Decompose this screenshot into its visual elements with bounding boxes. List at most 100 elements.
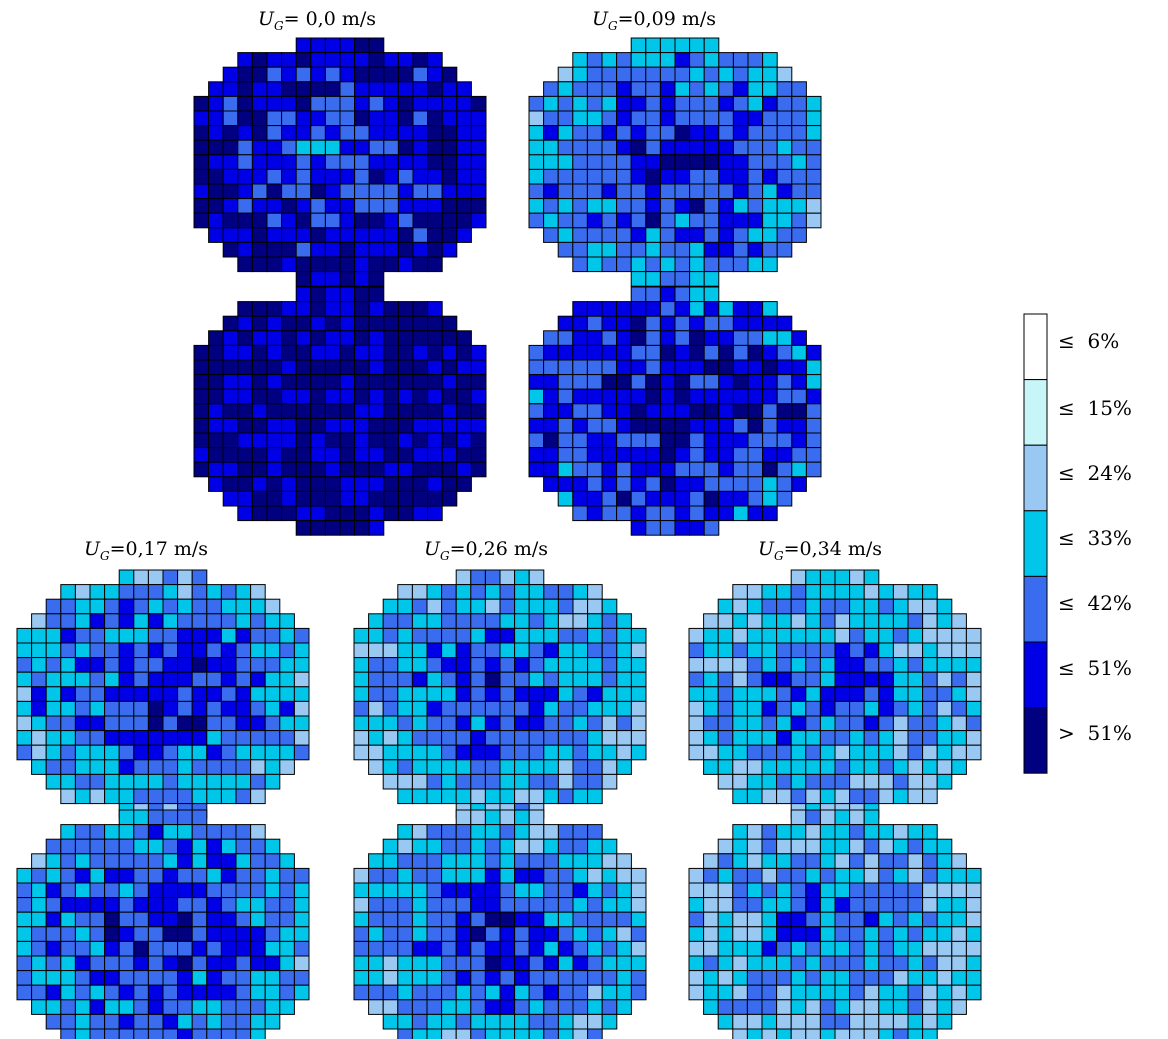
grid-cell	[630, 642, 647, 659]
grid-cell	[732, 490, 749, 507]
grid-cell	[412, 330, 429, 346]
grid-cell	[45, 642, 62, 659]
grid-cell	[339, 432, 356, 449]
grid-cell	[805, 773, 821, 790]
grid-cell	[630, 867, 647, 884]
grid-cell	[718, 183, 734, 200]
grid-cell	[732, 183, 749, 200]
grid-cell	[616, 256, 632, 273]
grid-cell	[310, 110, 326, 127]
grid-cell	[250, 999, 266, 1015]
grid-cell	[250, 1028, 266, 1039]
grid-cell	[250, 955, 266, 972]
grid-cell	[528, 598, 545, 615]
grid-cell	[557, 788, 574, 805]
grid-cell	[936, 642, 953, 659]
grid-cell	[484, 882, 501, 899]
grid-cell	[703, 911, 719, 928]
grid-cell	[776, 759, 792, 775]
grid-cell	[587, 1028, 603, 1039]
grid-cell	[689, 388, 705, 405]
grid-cell	[601, 759, 618, 775]
grid-cell	[703, 125, 720, 141]
grid-cell	[732, 81, 749, 97]
grid-cell	[718, 110, 734, 127]
grid-cell	[279, 911, 295, 928]
grid-cell	[235, 984, 252, 1001]
grid-cell	[805, 627, 821, 644]
grid-cell	[776, 432, 793, 449]
grid-cell	[104, 911, 120, 928]
grid-cell	[426, 940, 443, 957]
grid-cell	[616, 198, 632, 214]
grid-cell	[383, 330, 399, 346]
grid-cell	[118, 970, 135, 986]
grid-cell	[426, 730, 443, 746]
grid-cell	[354, 256, 370, 273]
grid-cell	[630, 911, 647, 928]
grid-cell	[630, 730, 647, 746]
grid-cell	[703, 417, 720, 434]
grid-cell	[470, 773, 486, 790]
grid-cell	[528, 1013, 545, 1030]
grid-cell	[572, 773, 589, 790]
grid-cell	[397, 838, 413, 855]
grid-cell	[543, 1028, 559, 1039]
grid-cell	[499, 955, 516, 972]
grid-cell	[456, 374, 472, 390]
grid-cell	[470, 125, 487, 141]
grid-cell	[441, 374, 458, 390]
grid-cell	[732, 505, 749, 522]
grid-cell	[965, 882, 982, 899]
grid-cell	[616, 940, 632, 957]
grid-cell	[382, 642, 399, 659]
grid-cell	[805, 642, 821, 659]
grid-cell	[892, 700, 909, 717]
grid-cell	[718, 241, 734, 258]
grid-cell	[193, 461, 210, 478]
grid-cell	[616, 417, 632, 434]
grid-cell	[456, 183, 472, 200]
grid-cell	[147, 940, 164, 957]
grid-cell	[237, 183, 253, 200]
grid-cell	[45, 700, 62, 717]
grid-cell	[104, 627, 120, 644]
grid-cell	[863, 1013, 880, 1030]
grid-cell	[206, 598, 222, 615]
grid-cell	[572, 911, 589, 928]
grid-cell	[761, 627, 778, 644]
grid-cell	[499, 584, 516, 600]
grid-cell	[324, 227, 341, 243]
grid-cell	[45, 671, 62, 688]
grid-cell	[354, 154, 370, 170]
grid-cell	[441, 598, 457, 615]
grid-cell	[147, 867, 164, 884]
grid-cell	[74, 657, 91, 673]
grid-cell	[383, 344, 399, 361]
grid-cell	[732, 241, 749, 258]
grid-cell	[293, 882, 310, 899]
grid-cell	[412, 417, 429, 434]
grid-cell	[572, 227, 588, 243]
grid-cell	[689, 374, 705, 390]
grid-cell	[892, 773, 909, 790]
grid-cell	[397, 374, 414, 390]
grid-cell	[645, 198, 661, 214]
grid-cell	[528, 627, 545, 644]
grid-cell	[689, 168, 705, 185]
grid-cell	[412, 374, 429, 390]
grid-cell	[295, 241, 312, 258]
grid-cell	[455, 970, 472, 986]
grid-cell	[762, 301, 778, 317]
grid-cell	[718, 505, 734, 522]
grid-cell	[616, 970, 632, 986]
grid-cell	[441, 66, 458, 83]
grid-cell	[191, 955, 208, 972]
grid-cell	[776, 315, 793, 332]
grid-cell	[441, 168, 458, 185]
grid-cell	[863, 613, 880, 629]
grid-cell	[689, 461, 705, 478]
grid-cell	[470, 344, 487, 361]
grid-cell	[601, 999, 618, 1015]
grid-cell	[455, 824, 472, 840]
